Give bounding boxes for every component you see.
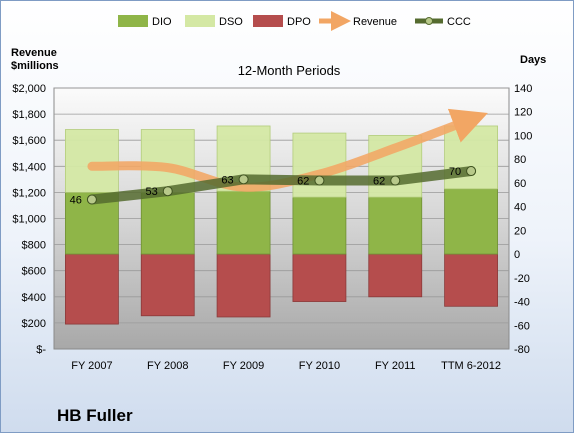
right-tick-label: 140 <box>514 83 532 95</box>
ccc-point <box>314 175 325 186</box>
right-tick-label: 80 <box>514 154 526 166</box>
x-tick-label: FY 2010 <box>299 360 340 372</box>
bar-dso <box>65 129 119 193</box>
left-tick-label: $2,000 <box>12 83 46 95</box>
left-tick-label: $800 <box>22 240 46 252</box>
ccc-line <box>86 166 477 205</box>
ccc-point <box>466 166 477 177</box>
bar-dio <box>216 190 271 255</box>
legend-label-dio: DIO <box>152 16 172 28</box>
x-tick-label: FY 2011 <box>375 360 416 372</box>
ccc-point <box>86 194 97 205</box>
left-axis-title-line1: Revenue <box>11 47 57 59</box>
ccc-point <box>162 186 173 197</box>
right-tick-label: 40 <box>514 202 526 214</box>
legend-swatch-ccc-marker <box>425 17 433 25</box>
right-axis-title: Days <box>520 54 546 66</box>
bar-dpo <box>65 253 119 325</box>
legend-label-dpo: DPO <box>287 16 311 28</box>
left-tick-label: $- <box>36 344 46 356</box>
legend-swatch-dso <box>185 15 215 27</box>
left-tick-label: $1,000 <box>12 214 46 226</box>
legend-swatch-dpo <box>253 15 283 27</box>
bar-dpo <box>444 253 498 307</box>
right-tick-label: 0 <box>514 249 520 261</box>
right-tick-label: -40 <box>514 297 530 309</box>
left-axis-title-line2: $millions <box>11 60 59 72</box>
right-tick-label: 100 <box>514 130 532 142</box>
bar-dso <box>140 129 195 193</box>
left-tick-label: $1,600 <box>12 135 46 147</box>
bar-dpo <box>292 253 347 302</box>
ccc-data-label: 70 <box>449 166 461 178</box>
ccc-data-label: 62 <box>373 176 385 188</box>
left-tick-label: $1,400 <box>12 161 46 173</box>
bar-dio <box>368 196 423 255</box>
right-tick-label: -60 <box>514 320 530 332</box>
left-tick-label: $1,200 <box>12 187 46 199</box>
brand-name: HB Fuller <box>57 406 133 425</box>
bar-dpo <box>140 253 195 317</box>
ccc-data-label: 63 <box>221 174 233 186</box>
x-tick-label: FY 2008 <box>147 360 188 372</box>
x-tick-label: FY 2007 <box>71 360 112 372</box>
left-tick-label: $200 <box>22 318 46 330</box>
legend-label-revenue: Revenue <box>353 16 397 28</box>
legend-label-dso: DSO <box>219 16 243 28</box>
ccc-data-label: 46 <box>70 195 82 207</box>
legend-swatch-dio <box>118 15 148 27</box>
bar-dpo <box>368 253 423 298</box>
bar-dpo <box>216 253 271 318</box>
chart-subtitle: 12-Month Periods <box>238 63 341 78</box>
legend: DIO DSO DPO Revenue CCC <box>118 11 471 31</box>
legend-label-ccc: CCC <box>447 16 471 28</box>
right-tick-label: 120 <box>514 107 532 119</box>
left-tick-label: $1,800 <box>12 109 46 121</box>
ccc-data-label: 53 <box>146 186 158 198</box>
right-tick-label: 20 <box>514 225 526 237</box>
right-tick-label: -80 <box>514 344 530 356</box>
right-tick-label: -20 <box>514 273 530 285</box>
right-tick-label: 60 <box>514 178 526 190</box>
left-tick-label: $600 <box>22 266 46 278</box>
left-tick-label: $400 <box>22 292 46 304</box>
x-tick-label: FY 2009 <box>223 360 264 372</box>
bar-dso <box>444 125 498 190</box>
bar-dio <box>444 188 498 255</box>
ccc-data-label: 62 <box>297 176 309 188</box>
x-tick-label: TTM 6-2012 <box>441 360 501 372</box>
ccc-point <box>390 175 401 186</box>
bar-dio <box>140 191 195 255</box>
ccc-point <box>238 174 249 185</box>
bar-dio <box>292 196 347 255</box>
